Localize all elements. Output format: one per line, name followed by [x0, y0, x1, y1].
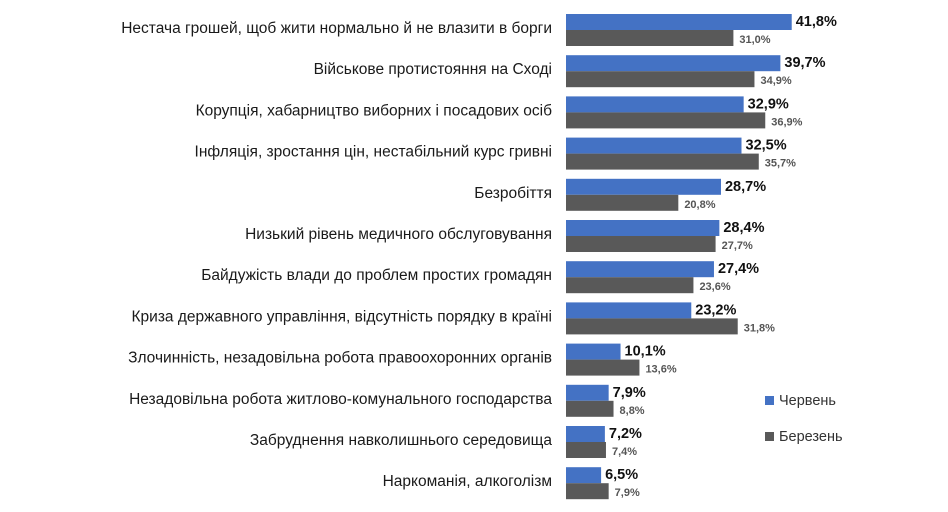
category-label: Військове протистояння на Сході — [314, 61, 552, 78]
value-label-chervenj: 10,1% — [625, 344, 666, 360]
bar-chervenj — [566, 178, 721, 195]
bar-berezenj — [566, 442, 606, 458]
bar-berezenj — [566, 112, 766, 129]
legend: Червень Березень — [765, 393, 843, 445]
bars — [566, 14, 792, 500]
bar-berezenj — [566, 153, 759, 170]
value-label-berezenj: 31,0% — [739, 34, 770, 46]
bar-chervenj — [566, 343, 621, 360]
value-label-chervenj: 27,4% — [718, 261, 759, 277]
value-label-chervenj: 7,2% — [609, 426, 642, 442]
bar-berezenj — [566, 359, 640, 376]
bar-chervenj — [566, 220, 720, 236]
legend-swatch-berezenj — [765, 432, 774, 441]
value-label-chervenj: 28,4% — [723, 220, 764, 236]
category-label: Незадовільна робота житлово-комунального… — [129, 391, 552, 408]
value-label-berezenj: 7,9% — [615, 487, 640, 499]
category-label: Злочинність, незадовільна робота правоох… — [128, 350, 552, 367]
category-label: Корупція, хабарництво виборних і посадов… — [196, 102, 553, 119]
bar-chervenj — [566, 261, 714, 278]
bar-berezenj — [566, 236, 716, 252]
bar-chervenj — [566, 384, 609, 401]
value-label-berezenj: 20,8% — [684, 199, 715, 211]
value-label-berezenj: 13,6% — [645, 364, 676, 376]
category-label: Забруднення навколишнього середовища — [250, 432, 552, 449]
bar-berezenj — [566, 30, 734, 46]
category-labels: Нестача грошей, щоб жити нормально й не … — [121, 20, 552, 490]
value-label-berezenj: 31,8% — [744, 322, 775, 334]
value-label-chervenj: 23,2% — [695, 302, 736, 318]
bar-chervenj — [566, 467, 602, 484]
bar-chervenj — [566, 14, 792, 30]
value-label-berezenj: 7,4% — [612, 446, 637, 458]
category-label: Криза державного управління, відсутність… — [132, 308, 552, 325]
category-label: Безробіття — [474, 185, 552, 202]
value-label-chervenj: 41,8% — [796, 14, 837, 30]
value-label-berezenj: 34,9% — [760, 75, 791, 87]
category-label: Наркоманія, алкоголізм — [383, 473, 552, 490]
legend-swatch-chervenj — [765, 396, 774, 405]
category-label: Байдужість влади до проблем простих гром… — [201, 267, 552, 284]
bar-chervenj — [566, 137, 742, 154]
value-label-berezenj: 36,9% — [771, 116, 802, 128]
value-label-berezenj: 35,7% — [765, 158, 796, 170]
bar-berezenj — [566, 71, 755, 88]
value-label-chervenj: 39,7% — [784, 55, 825, 71]
value-label-berezenj: 23,6% — [699, 281, 730, 293]
bar-chervenj — [566, 55, 781, 72]
bar-berezenj — [566, 483, 609, 500]
legend-label-berezenj: Березень — [779, 429, 843, 445]
bar-berezenj — [566, 277, 694, 294]
value-label-berezenj: 27,7% — [722, 240, 753, 252]
category-label: Нестача грошей, щоб жити нормально й не … — [121, 20, 552, 37]
value-label-chervenj: 28,7% — [725, 179, 766, 195]
category-label: Інфляція, зростання цін, нестабільний ку… — [195, 144, 552, 161]
bar-chervenj — [566, 96, 744, 113]
legend-label-chervenj: Червень — [779, 393, 836, 409]
bar-berezenj — [566, 400, 614, 417]
value-label-chervenj: 32,9% — [748, 96, 789, 112]
bar-berezenj — [566, 194, 679, 211]
bar-berezenj — [566, 318, 738, 335]
bar-chervenj — [566, 426, 605, 442]
value-labels: 41,8% 31,0% 39,7% 34,9% 32,9% 36,9% 32,5% 35,7%… — [605, 14, 837, 499]
value-label-chervenj: 6,5% — [605, 467, 638, 483]
bar-chervenj — [566, 302, 692, 319]
category-label: Низький рівень медичного обслуговування — [245, 226, 552, 243]
value-label-berezenj: 8,8% — [620, 405, 645, 417]
value-label-chervenj: 7,9% — [613, 385, 646, 401]
value-label-chervenj: 32,5% — [746, 138, 787, 154]
